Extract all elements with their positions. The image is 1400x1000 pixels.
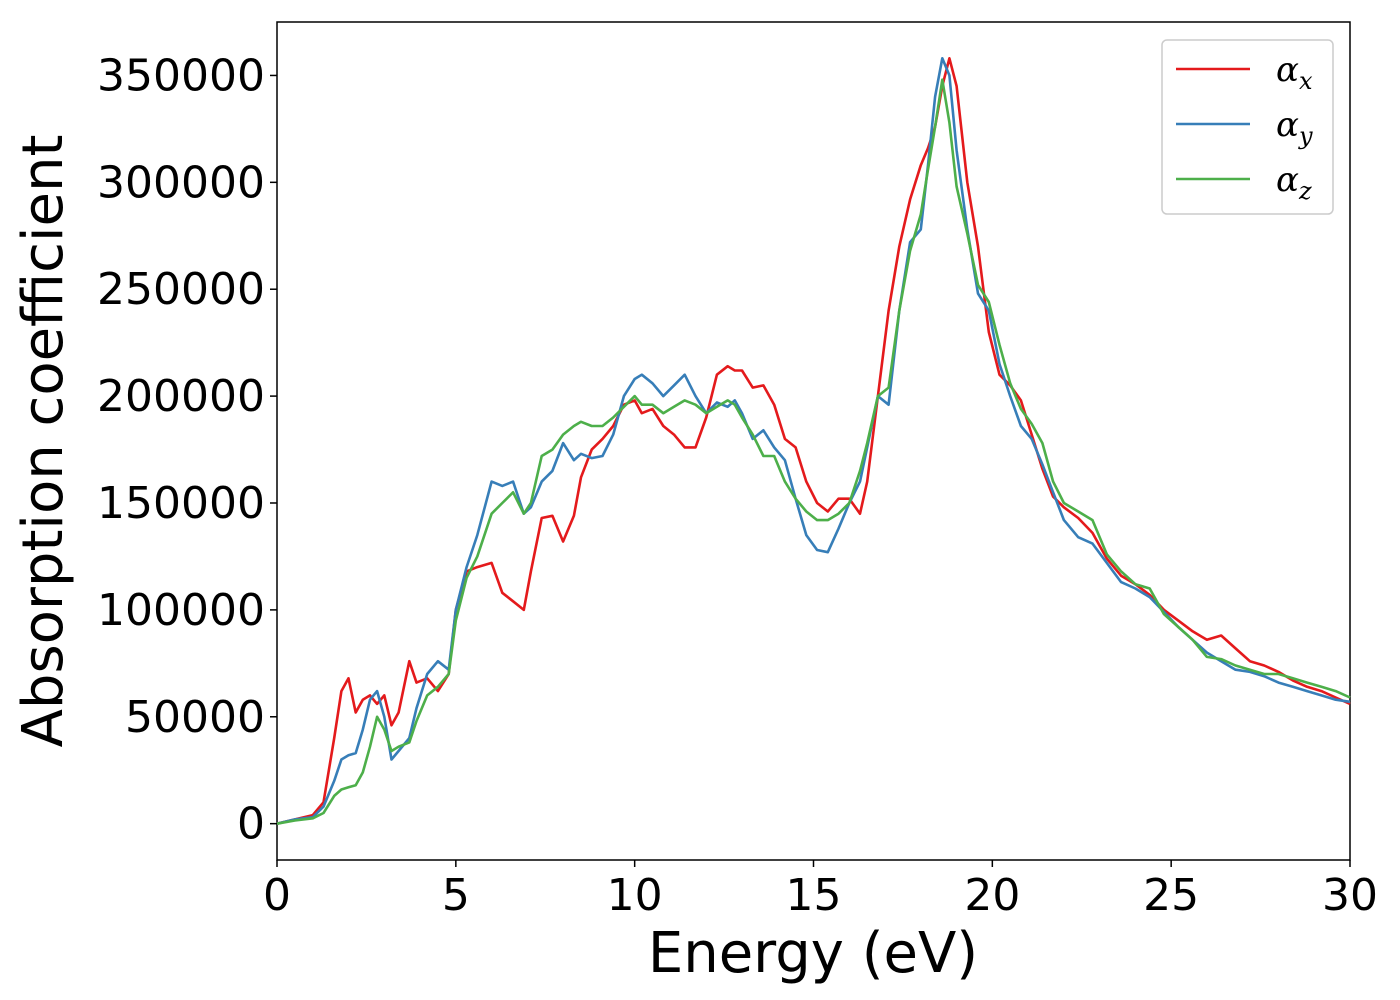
legend-frame bbox=[1161, 39, 1334, 215]
y-axis-label: Absorption coefficient bbox=[11, 135, 76, 748]
legend-label-x: αx bbox=[1276, 50, 1313, 95]
y-axis-ticks: 0 50000 100000 150000 200000 250000 300000 3500… bbox=[97, 50, 277, 850]
x-tick-label: 5 bbox=[442, 870, 470, 921]
x-tick-label: 30 bbox=[1322, 870, 1378, 921]
series-line-z bbox=[276, 78, 1351, 825]
x-tick-label: 20 bbox=[964, 870, 1020, 921]
x-tick-label: 0 bbox=[263, 870, 291, 921]
y-tick-label: 0 bbox=[237, 799, 265, 850]
legend-label-y: αy bbox=[1276, 105, 1313, 150]
legend-label-z: αz bbox=[1276, 160, 1312, 205]
series-line-y bbox=[276, 57, 1351, 825]
y-tick-label: 250000 bbox=[97, 264, 265, 315]
x-tick-label: 15 bbox=[786, 870, 842, 921]
series-line-x bbox=[276, 57, 1351, 825]
y-tick-label: 50000 bbox=[125, 692, 265, 743]
x-tick-label: 10 bbox=[607, 870, 663, 921]
y-tick-label: 300000 bbox=[97, 157, 265, 208]
x-tick-label: 25 bbox=[1143, 870, 1199, 921]
y-tick-label: 100000 bbox=[97, 585, 265, 636]
y-tick-label: 150000 bbox=[97, 478, 265, 529]
y-tick-label: 350000 bbox=[97, 50, 265, 101]
legend: αx αy αz bbox=[1161, 39, 1334, 215]
x-axis-label: Energy (eV) bbox=[648, 921, 978, 986]
y-tick-label: 200000 bbox=[97, 371, 265, 422]
x-axis-ticks: 0 5 10 15 20 25 30 bbox=[263, 860, 1378, 921]
series-lines bbox=[276, 57, 1351, 825]
